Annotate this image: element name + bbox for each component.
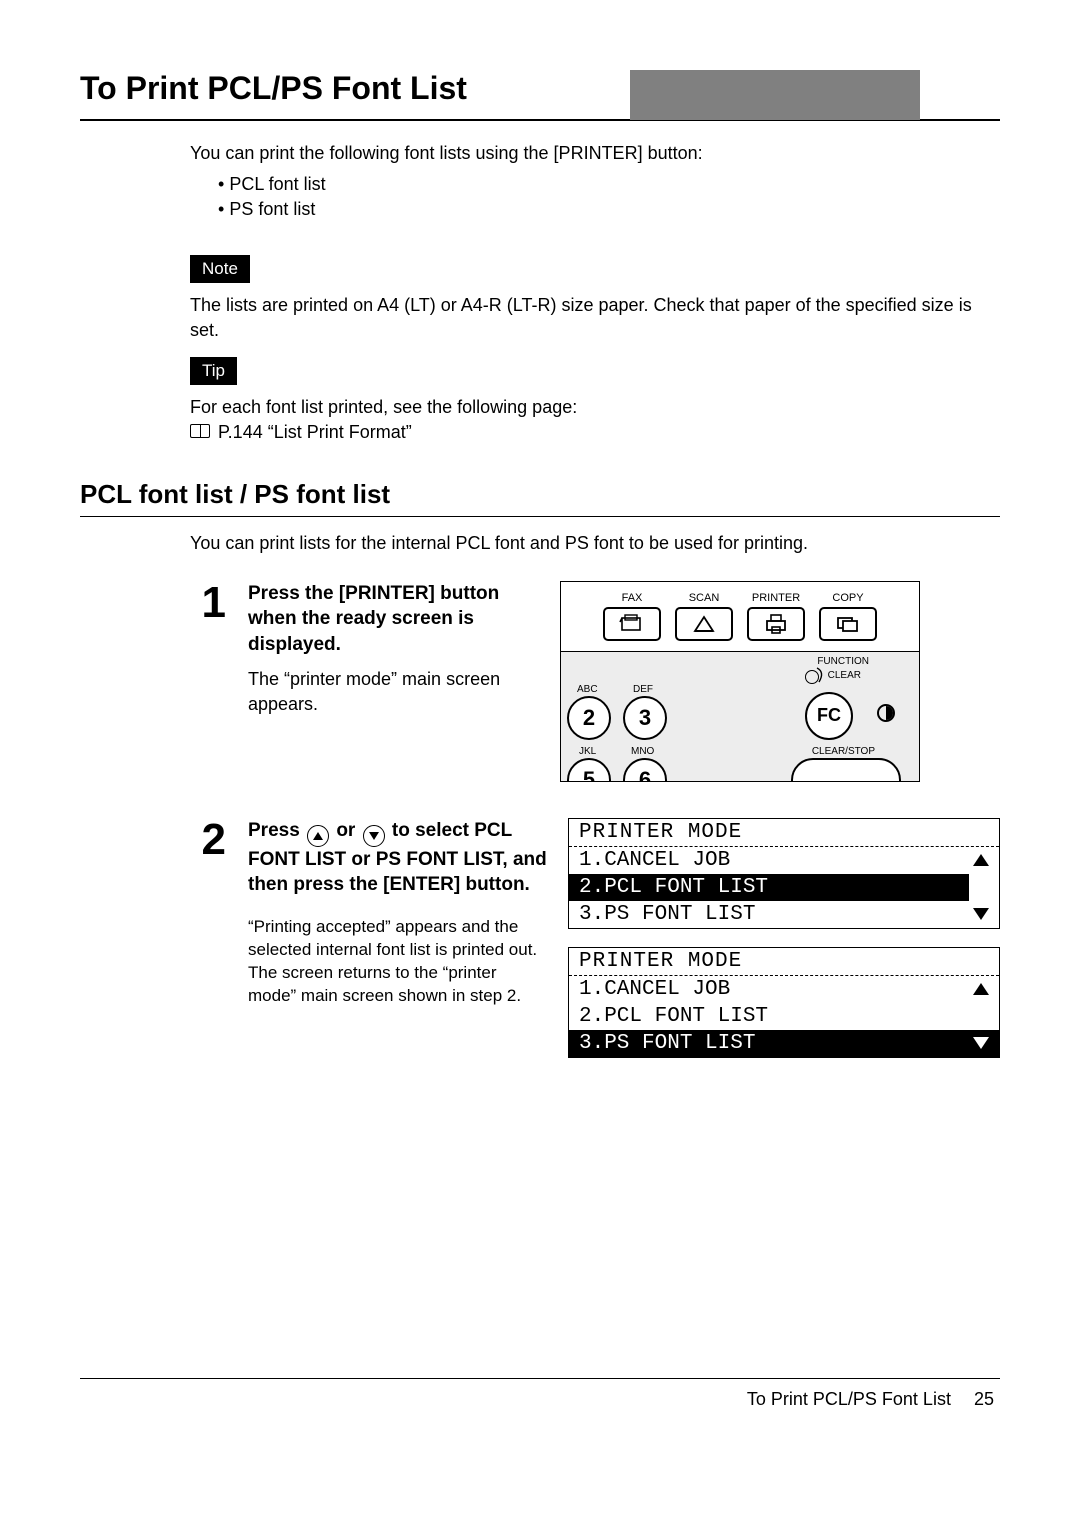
mode-printer-label: PRINTER	[752, 592, 800, 604]
sub-intro: You can print lists for the internal PCL…	[190, 531, 980, 556]
clearstop-label: CLEAR/STOP	[812, 746, 875, 757]
up-triangle-icon	[973, 983, 989, 995]
mode-scan-label: SCAN	[689, 592, 720, 604]
key-def-label: DEF	[633, 684, 653, 695]
footer-text: To Print PCL/PS Font List	[747, 1389, 951, 1409]
page-number: 25	[974, 1389, 994, 1409]
mode-fax-button	[603, 607, 661, 641]
copy-icon	[835, 615, 861, 633]
clearstop-button	[791, 758, 901, 781]
book-icon	[190, 424, 210, 438]
lcd2-row2: 2.PCL FONT LIST	[579, 1005, 768, 1028]
keypad-6-button: 6	[623, 758, 667, 781]
keypad-3-button: 3	[623, 696, 667, 740]
step-number-2: 2	[190, 818, 226, 862]
clear-line-icon	[815, 666, 833, 684]
intro-text: You can print the following font lists u…	[190, 141, 980, 166]
fc-button: FC	[805, 692, 853, 740]
down-triangle-icon	[973, 908, 989, 920]
lcd-screen-2: PRINTER MODE 1.CANCEL JOB 2.PCL FONT LIS…	[568, 947, 1000, 1058]
step-number-1: 1	[190, 581, 226, 625]
mode-copy-button	[819, 607, 877, 641]
lcd1-row1: 1.CANCEL JOB	[579, 849, 730, 872]
up-arrow-icon	[307, 825, 329, 847]
contrast-icon	[877, 704, 895, 722]
keypad-5-button: 5	[567, 758, 611, 781]
mode-fax-label: FAX	[622, 592, 643, 604]
note-badge: Note	[190, 255, 250, 283]
lcd2-title: PRINTER MODE	[579, 950, 742, 973]
lcd2-row3: 3.PS FONT LIST	[579, 1032, 755, 1055]
page-footer: To Print PCL/PS Font List 25	[80, 1389, 1000, 1410]
fax-icon	[619, 614, 645, 634]
step1-sub: The “printer mode” main screen appears.	[248, 667, 538, 716]
lcd1-row3: 3.PS FONT LIST	[579, 903, 755, 926]
key-abc-label: ABC	[577, 684, 598, 695]
printer-panel-illustration: FAX SCAN PRINTER COPY	[560, 581, 920, 782]
mode-printer-button	[747, 607, 805, 641]
keypad-2-button: 2	[567, 696, 611, 740]
bullet-item: PS font list	[218, 197, 980, 222]
down-triangle-icon	[973, 1037, 989, 1049]
bullet-item: PCL font list	[218, 172, 980, 197]
footer-rule	[80, 1378, 1000, 1379]
tip-ref: P.144 “List Print Format”	[218, 420, 412, 445]
subhead-rule	[80, 516, 1000, 517]
bullet-list: PCL font list PS font list	[218, 172, 980, 222]
section-tab	[630, 70, 920, 120]
step2-head: Press or to select PCL FONT LIST or PS F…	[248, 818, 548, 898]
key-mno-label: MNO	[631, 746, 654, 757]
lcd1-title: PRINTER MODE	[579, 821, 742, 844]
up-triangle-icon	[973, 854, 989, 866]
lcd2-row1: 1.CANCEL JOB	[579, 978, 730, 1001]
down-arrow-icon	[363, 825, 385, 847]
key-jkl-label: JKL	[579, 746, 596, 757]
step2-sub: “Printing accepted” appears and the sele…	[248, 916, 548, 1008]
note-text: The lists are printed on A4 (LT) or A4-R…	[190, 293, 980, 343]
lcd1-row2: 2.PCL FONT LIST	[579, 876, 768, 899]
tip-text: For each font list printed, see the foll…	[190, 395, 980, 420]
mode-copy-label: COPY	[832, 592, 863, 604]
printer-icon	[763, 613, 789, 635]
tip-badge: Tip	[190, 357, 237, 385]
lcd-screen-1: PRINTER MODE 1.CANCEL JOB 2.PCL FONT LIS…	[568, 818, 1000, 929]
section-subhead: PCL font list / PS font list	[80, 479, 1000, 510]
mode-scan-button	[675, 607, 733, 641]
scan-icon	[691, 614, 717, 634]
step1-head: Press the [PRINTER] button when the read…	[248, 581, 538, 658]
